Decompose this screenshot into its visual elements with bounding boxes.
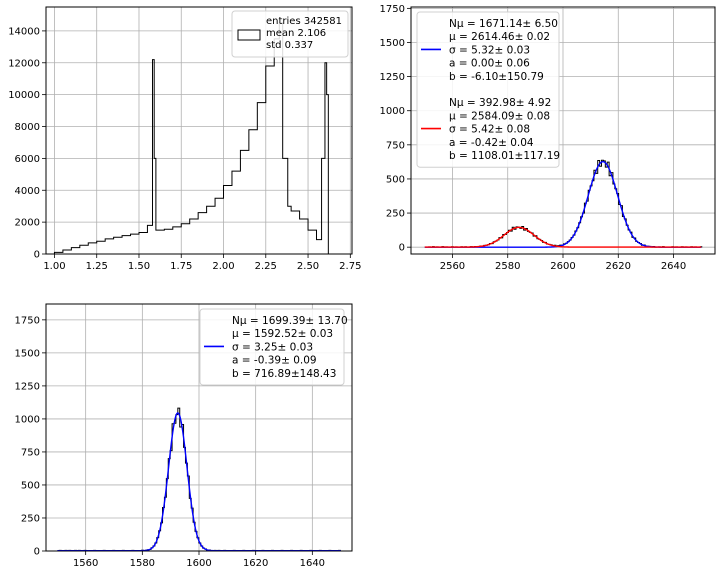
legend-entry: a = 0.00± 0.06 xyxy=(449,58,530,70)
x-tick-label: 1640 xyxy=(300,558,325,569)
legend-entry: b = -6.10±150.79 xyxy=(449,71,544,83)
y-tick-label: 8000 xyxy=(15,122,40,133)
y-tick-label: 14000 xyxy=(8,26,40,37)
legend-entry: μ = 2584.09± 0.08 xyxy=(449,110,550,122)
plot-area xyxy=(53,22,331,254)
x-tick-label: 2.50 xyxy=(297,261,319,272)
legend-box xyxy=(416,11,560,168)
legend-line: mean 2.106 xyxy=(266,28,326,39)
legend-entry: b = 1108.01±117.19 xyxy=(449,150,560,162)
legend: Nμ = 1699.39± 13.70μ = 1592.52± 0.03σ = … xyxy=(199,308,348,386)
y-tick-label: 0 xyxy=(34,250,40,261)
x-tick-label: 1.50 xyxy=(128,261,150,272)
y-tick-label: 4000 xyxy=(15,186,40,197)
x-tick-label: 1.25 xyxy=(86,261,108,272)
legend-box xyxy=(231,10,349,58)
legend-entry: a = -0.39± 0.09 xyxy=(232,355,317,367)
y-tick-label: 1750 xyxy=(15,315,40,326)
x-tick-label: 2640 xyxy=(661,261,686,272)
y-tick-label: 6000 xyxy=(15,154,40,165)
y-tick-label: 1000 xyxy=(380,106,405,117)
y-tick-label: 750 xyxy=(21,447,40,458)
fit-curve-red xyxy=(424,226,702,248)
x-tick-label: 2.25 xyxy=(255,261,277,272)
y-tick-label: 750 xyxy=(386,140,405,151)
y-tick-label: 1250 xyxy=(380,72,405,83)
y-tick-label: 500 xyxy=(386,174,405,185)
x-tick-label: 1.75 xyxy=(170,261,192,272)
y-tick-label: 0 xyxy=(399,243,405,254)
legend-entry: σ = 5.32± 0.03 xyxy=(449,44,530,56)
axes-frame xyxy=(45,303,353,552)
x-tick-label: 1620 xyxy=(243,558,268,569)
y-tick-label: 250 xyxy=(21,513,40,524)
histogram-steps xyxy=(57,407,343,551)
legend-line: entries 342581 xyxy=(266,16,342,27)
y-tick-label: 1500 xyxy=(15,348,40,359)
y-tick-label: 0 xyxy=(34,547,40,558)
y-tick-label: 1500 xyxy=(380,38,405,49)
x-tick-label: 2.00 xyxy=(212,261,234,272)
y-tick-label: 12000 xyxy=(8,58,40,69)
x-tick-label: 2.75 xyxy=(339,261,361,272)
legend: Nμ = 1671.14± 6.50μ = 2614.46± 0.02σ = 5… xyxy=(416,11,560,168)
legend-entry: Nμ = 392.98± 4.92 xyxy=(449,97,551,109)
x-tick-label: 2580 xyxy=(495,261,520,272)
legend-entry: μ = 1592.52± 0.03 xyxy=(232,328,333,340)
x-tick-label: 1580 xyxy=(130,558,155,569)
legend-entry: σ = 5.42± 0.08 xyxy=(449,124,530,136)
y-tick-label: 250 xyxy=(386,209,405,220)
legend-entry: μ = 2614.46± 0.02 xyxy=(449,31,550,43)
legend-entry: σ = 3.25± 0.03 xyxy=(232,341,313,353)
y-tick-label: 1750 xyxy=(380,4,405,15)
x-tick-label: 2560 xyxy=(440,261,465,272)
x-tick-label: 1600 xyxy=(186,558,211,569)
legend-entry: Nμ = 1671.14± 6.50 xyxy=(449,18,558,30)
plot-area xyxy=(424,159,703,248)
y-tick-label: 500 xyxy=(21,480,40,491)
plot-area xyxy=(57,407,343,551)
panel-bottom-left: 1560 1580 1600 1620 1640 0 250 500 750 1000 1250 15… xyxy=(15,303,353,569)
legend-box xyxy=(199,308,345,386)
legend-entry: a = -0.42± 0.04 xyxy=(449,137,534,149)
panel-top-left: 1.00 1.25 1.50 1.75 2.00 2.25 2.50 2.75 0 2000 400… xyxy=(8,6,361,272)
axes-frame xyxy=(45,6,353,255)
y-tick-label: 2000 xyxy=(15,218,40,229)
panel-top-right: 2560 2580 2600 2620 2640 0 250 500 750 1000 1250 15… xyxy=(380,4,716,272)
y-tick-label: 1000 xyxy=(15,414,40,425)
x-tick-label: 2600 xyxy=(550,261,575,272)
x-tick-label: 2620 xyxy=(606,261,631,272)
x-tick-label: 1560 xyxy=(73,558,98,569)
axes-frame xyxy=(410,6,716,255)
y-tick-label: 10000 xyxy=(8,90,40,101)
legend-entry: b = 716.89±148.43 xyxy=(232,368,336,380)
legend-swatch xyxy=(237,29,261,41)
legend-entry: Nμ = 1699.39± 13.70 xyxy=(232,315,348,327)
histogram-steps xyxy=(424,159,703,248)
x-tick-label: 1.00 xyxy=(43,261,65,272)
legend-line: std 0.337 xyxy=(266,40,313,51)
y-tick-label: 1250 xyxy=(15,381,40,392)
histogram-steps xyxy=(53,22,331,254)
